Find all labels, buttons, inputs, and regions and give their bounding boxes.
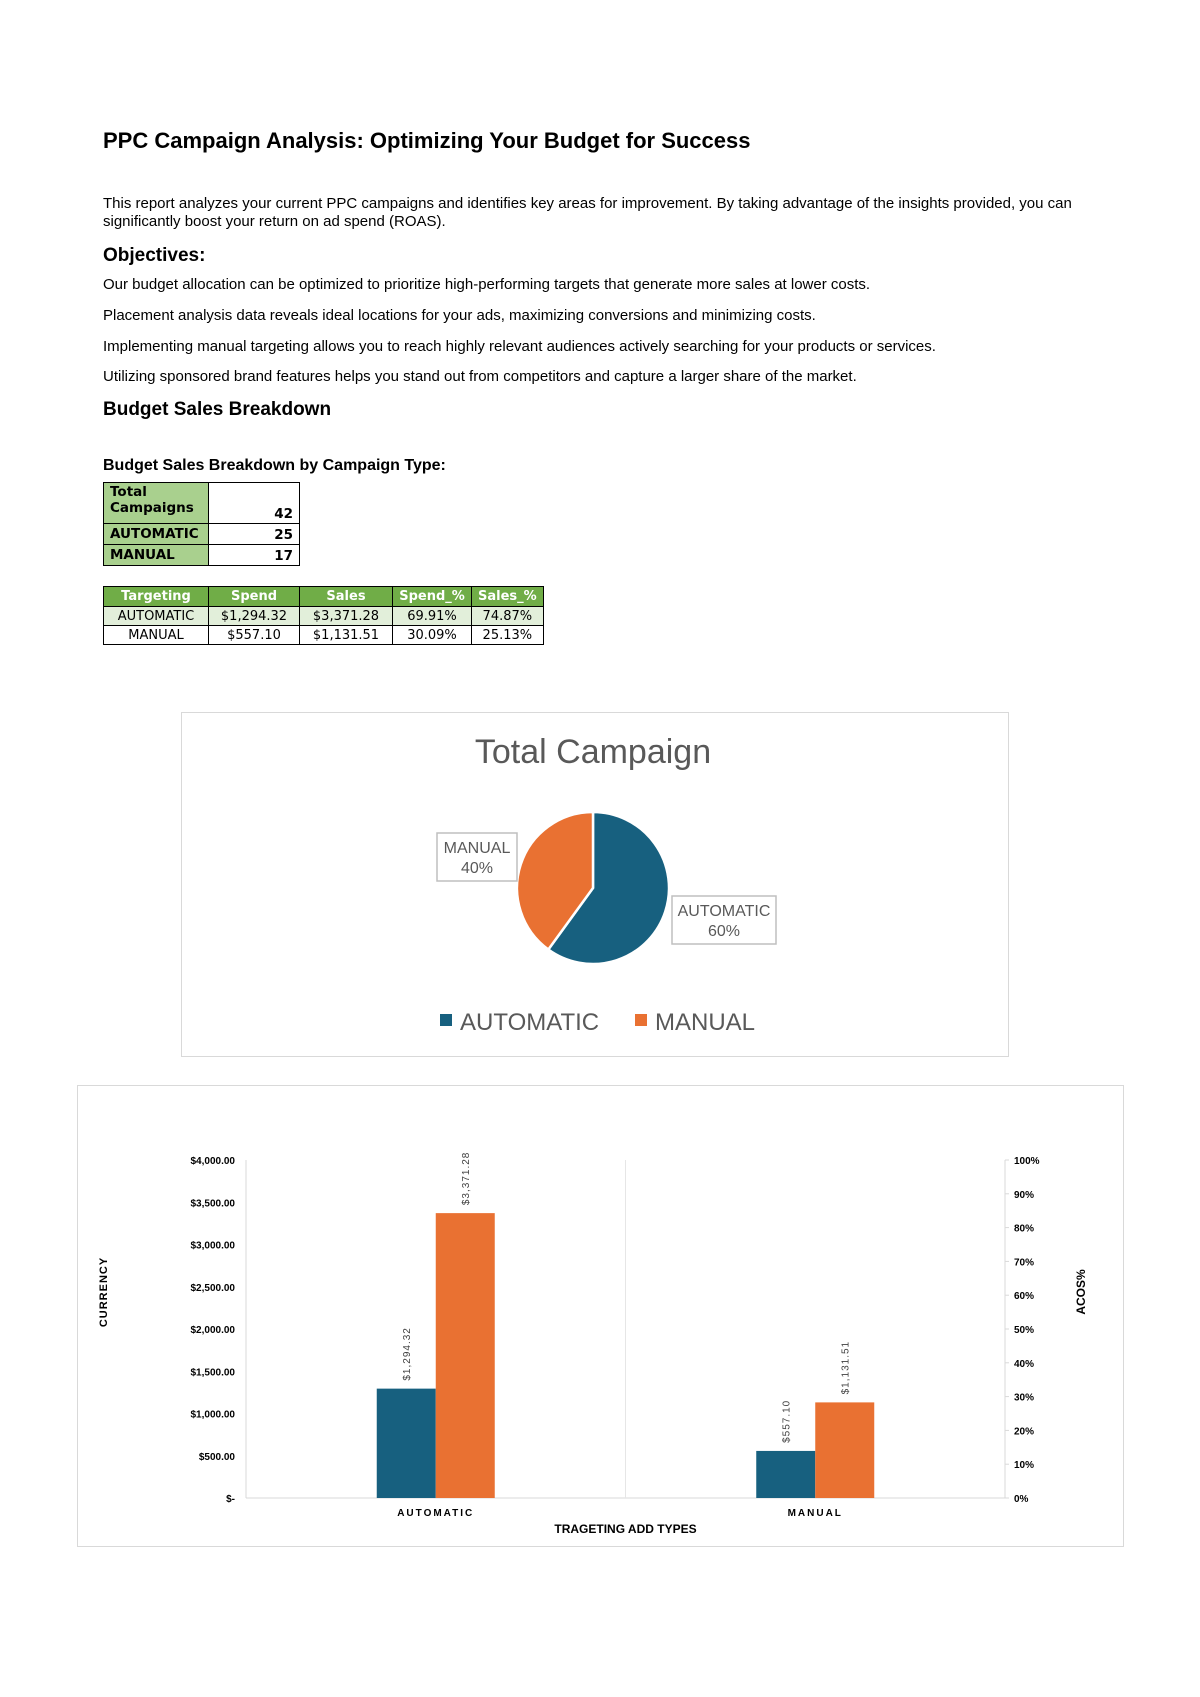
y-tick-label: $2,500.00: [191, 1283, 236, 1294]
column-header: Targeting: [103, 586, 209, 607]
page-title: PPC Campaign Analysis: Optimizing Your B…: [103, 128, 751, 153]
column-header: Sales: [299, 586, 393, 607]
x-axis-title: TRAGETING ADD TYPES: [554, 1522, 696, 1536]
bar-manual-1: [815, 1402, 875, 1498]
bar-data-label: $1,294.32: [402, 1327, 413, 1381]
y2-tick-label: 90%: [1014, 1190, 1034, 1201]
table-row: AUTOMATIC $1,294.32 $3,371.28 69.91% 74.…: [103, 606, 544, 626]
y-tick-label: $2,000.00: [191, 1325, 236, 1336]
legend-swatch-manual: [635, 1014, 647, 1026]
y2-tick-label: 20%: [1014, 1426, 1034, 1437]
data-label-category: AUTOMATIC: [678, 903, 771, 920]
row-label: AUTOMATIC: [103, 523, 209, 545]
bar-manual-0: [756, 1450, 816, 1498]
objectives-heading: Objectives:: [103, 245, 206, 266]
data-label-box: [436, 832, 518, 882]
y2-tick-label: 30%: [1014, 1393, 1034, 1404]
objective-item: Implementing manual targeting allows you…: [103, 338, 936, 355]
x-tick-label: AUTOMATIC: [397, 1508, 474, 1519]
cell: MANUAL: [103, 625, 209, 645]
bar-chart-frame: [77, 1085, 1124, 1547]
y2-tick-label: 10%: [1014, 1460, 1034, 1471]
cell: 69.91%: [392, 606, 472, 626]
data-label-value: 60%: [708, 923, 740, 940]
table-row: AUTOMATIC 25: [103, 523, 300, 545]
table-header-row: Targeting Spend Sales Spend_% Sales_%: [103, 586, 544, 607]
y2-tick-label: 0%: [1014, 1494, 1029, 1505]
y-tick-label: $1,500.00: [191, 1367, 236, 1378]
bar-data-label: $1,131.51: [841, 1341, 852, 1395]
y-tick-label: $-: [226, 1494, 235, 1505]
y-tick-label: $4,000.00: [191, 1156, 236, 1167]
y2-tick-label: 40%: [1014, 1359, 1034, 1370]
cell: $1,131.51: [299, 625, 393, 645]
column-header: Sales_%: [471, 586, 544, 607]
y-tick-label: $1,000.00: [191, 1410, 236, 1421]
cell: 25.13%: [471, 625, 544, 645]
objective-item: Placement analysis data reveals ideal lo…: [103, 307, 816, 324]
legend-label: MANUAL: [655, 1009, 755, 1036]
cell: 74.87%: [471, 606, 544, 626]
row-value: 25: [208, 523, 300, 545]
table-row: MANUAL $557.10 $1,131.51 30.09% 25.13%: [103, 625, 544, 645]
y2-tick-label: 100%: [1014, 1156, 1040, 1167]
pie-slice-manual: [515, 810, 595, 952]
campaign-counts-table: Total Campaigns 42 AUTOMATIC 25 MANUAL 17: [103, 482, 300, 566]
pie-chart: AUTOMATIC 60% MANUAL 40% AUTOMATIC MANUAL: [436, 810, 777, 1036]
table-row: Total Campaigns 42: [103, 482, 300, 524]
bar-data-label: $557.10: [782, 1400, 793, 1443]
objective-item: Utilizing sponsored brand features helps…: [103, 368, 857, 385]
y-tick-label: $500.00: [199, 1452, 236, 1463]
row-value: 17: [208, 544, 300, 566]
bar-data-label: $3,371.28: [461, 1152, 472, 1206]
row-value: 42: [208, 482, 300, 524]
cell: AUTOMATIC: [103, 606, 209, 626]
cell: 30.09%: [392, 625, 472, 645]
y2-tick-label: 60%: [1014, 1291, 1034, 1302]
bar-automatic-1: [435, 1213, 495, 1498]
y2-tick-label: 70%: [1014, 1257, 1034, 1268]
column-header: Spend_%: [392, 586, 472, 607]
cell: $557.10: [208, 625, 300, 645]
pie-title: Total Campaign: [475, 733, 711, 771]
row-label: MANUAL: [103, 544, 209, 566]
y2-tick-label: 50%: [1014, 1325, 1034, 1336]
y-tick-label: $3,000.00: [191, 1241, 236, 1252]
cell: $1,294.32: [208, 606, 300, 626]
legend-label: AUTOMATIC: [460, 1009, 599, 1036]
data-label-category: MANUAL: [444, 840, 511, 857]
objective-item: Our budget allocation can be optimized t…: [103, 276, 871, 293]
bar-chart: $- $500.00 $1,000.00 $1,500.00 $2,000.00 $2,5…: [98, 1152, 1088, 1536]
data-label-box: [671, 895, 777, 945]
table-row: MANUAL 17: [103, 544, 300, 566]
y-axis-title: CURRENCY: [98, 1257, 110, 1327]
column-header: Spend: [208, 586, 300, 607]
y-tick-label: $3,500.00: [191, 1198, 236, 1209]
targeting-table: Targeting Spend Sales Spend_% Sales_% AU…: [103, 586, 544, 645]
legend-swatch-automatic: [440, 1014, 452, 1026]
data-label-value: 40%: [461, 860, 493, 877]
x-tick-label: MANUAL: [788, 1508, 843, 1519]
sub-heading: Budget Sales Breakdown by Campaign Type:: [103, 457, 446, 474]
intro-paragraph: This report analyzes your current PPC ca…: [103, 195, 1072, 230]
pie-slice-automatic: [546, 810, 671, 966]
bar-automatic-0: [376, 1388, 436, 1498]
y2-tick-label: 80%: [1014, 1224, 1034, 1235]
y2-axis-title: ACOS%: [1074, 1269, 1088, 1315]
section-heading: Budget Sales Breakdown: [103, 399, 332, 420]
